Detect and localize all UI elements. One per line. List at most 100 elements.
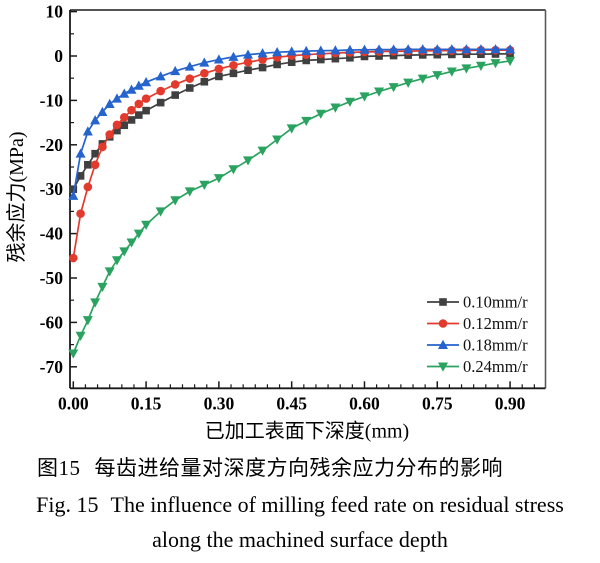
series-marker-0.10mm/r <box>120 121 129 130</box>
series-marker-0.24mm/r <box>155 207 166 217</box>
caption-chinese: 图15 每齿进给量对深度方向残余应力分布的影响 <box>0 452 570 482</box>
series-marker-0.18mm/r <box>133 80 144 90</box>
series-marker-0.12mm/r <box>170 80 180 89</box>
series-marker-0.24mm/r <box>344 97 355 107</box>
series-marker-0.18mm/r <box>359 44 370 54</box>
series-marker-0.18mm/r <box>330 45 341 55</box>
y-tick-label: -10 <box>40 90 64 110</box>
series-marker-0.24mm/r <box>432 71 443 81</box>
series-marker-0.18mm/r <box>104 98 115 108</box>
series-marker-0.18mm/r <box>461 44 472 54</box>
series-marker-0.12mm/r <box>214 64 224 74</box>
series-marker-0.10mm/r <box>127 116 136 124</box>
series-marker-0.24mm/r <box>505 56 516 67</box>
series-marker-0.12mm/r <box>156 86 165 96</box>
series-marker-0.24mm/r <box>75 331 86 341</box>
legend-label: 0.24mm/r <box>463 357 528 376</box>
series-marker-0.18mm/r <box>505 44 516 54</box>
legend-entry-0.12mm/r: 0.12mm/r <box>427 314 528 333</box>
caption-english-line1: Fig. 15 The influence of milling feed rat… <box>0 492 600 518</box>
series-0.18mm/r <box>68 44 516 200</box>
series-marker-0.24mm/r <box>403 78 414 88</box>
x-tick-label: 0.30 <box>204 393 235 413</box>
series-marker-0.12mm/r <box>76 209 85 218</box>
x-tick-label: 0.75 <box>422 393 453 413</box>
series-marker-0.12mm/r <box>200 69 209 78</box>
series-marker-0.18mm/r <box>97 106 108 116</box>
series-marker-0.18mm/r <box>315 45 326 55</box>
x-tick-label: 0.45 <box>276 393 307 413</box>
series-marker-0.18mm/r <box>417 44 428 54</box>
series-marker-0.18mm/r <box>111 93 122 103</box>
series-marker-0.10mm/r <box>229 69 238 78</box>
legend-label: 0.12mm/r <box>463 314 528 333</box>
series-marker-0.24mm/r <box>82 316 93 326</box>
series-marker-0.24mm/r <box>170 196 181 206</box>
caption-english-text: The influence of milling feed rate on re… <box>110 492 564 517</box>
series-marker-0.10mm/r <box>200 77 209 86</box>
y-tick-label: -20 <box>40 135 64 155</box>
series-marker-0.18mm/r <box>243 49 254 59</box>
caption-english-text2: along the machined surface depth <box>152 527 448 552</box>
chart-svg: 10 0 -10 -20 -30 -40 -50 -60 -70 0.00 0.15 0.30 0.45… <box>5 2 547 442</box>
series-marker-0.10mm/r <box>185 84 194 92</box>
x-tick-label: 0.15 <box>131 393 162 413</box>
series-line-0.18mm/r <box>72 48 511 197</box>
legend-marker-triangle-down-icon <box>438 362 448 372</box>
series-marker-0.10mm/r <box>244 66 252 75</box>
series-marker-0.24mm/r <box>213 174 224 184</box>
y-tick-label: -40 <box>40 224 64 244</box>
y-tick-label: -50 <box>40 268 64 288</box>
series-marker-0.18mm/r <box>155 71 166 81</box>
series-0.24mm/r <box>68 56 516 359</box>
series-marker-0.24mm/r <box>272 135 283 145</box>
series-marker-0.18mm/r <box>228 51 239 61</box>
series-marker-0.12mm/r <box>127 105 136 115</box>
series-marker-0.18mm/r <box>475 44 486 54</box>
y-axis-title: 残余应力(MPa) <box>5 131 28 262</box>
y-tick-label: 0 <box>54 46 63 66</box>
series-marker-0.10mm/r <box>375 52 383 60</box>
caption-chinese-label: 图15 <box>37 456 81 480</box>
x-tick-label: 0.60 <box>349 393 380 413</box>
series-marker-0.24mm/r <box>68 349 79 359</box>
legend: 0.10mm/r 0.12mm/r 0.18mm/r 0.24mm/r <box>427 293 528 376</box>
series-marker-0.10mm/r <box>273 60 281 69</box>
legend-entry-0.24mm/r: 0.24mm/r <box>427 357 528 376</box>
series-marker-0.24mm/r <box>199 180 210 190</box>
series-marker-0.18mm/r <box>184 61 195 71</box>
y-tick-label: -60 <box>40 312 64 332</box>
series-marker-0.18mm/r <box>68 190 79 200</box>
series-marker-0.24mm/r <box>446 67 457 77</box>
series-marker-0.24mm/r <box>359 92 370 102</box>
series-marker-0.12mm/r <box>83 182 93 192</box>
series-marker-0.18mm/r <box>403 44 414 54</box>
series-marker-0.12mm/r <box>243 57 253 67</box>
series-marker-0.10mm/r <box>317 55 325 64</box>
series-marker-0.18mm/r <box>141 76 152 87</box>
series-marker-0.18mm/r <box>119 88 130 98</box>
series-marker-0.24mm/r <box>126 238 137 248</box>
series-marker-0.10mm/r <box>69 185 78 193</box>
series-marker-0.10mm/r <box>215 72 223 81</box>
caption-english-label: Fig. 15 <box>36 492 99 517</box>
series-marker-0.18mm/r <box>126 84 137 94</box>
x-tick-label: 0.00 <box>58 393 89 413</box>
series-marker-0.24mm/r <box>228 165 239 175</box>
series-marker-0.10mm/r <box>156 98 165 107</box>
series-marker-0.24mm/r <box>119 247 130 257</box>
series-marker-0.18mm/r <box>170 65 181 76</box>
series-marker-0.24mm/r <box>111 256 122 266</box>
series-marker-0.12mm/r <box>229 61 238 70</box>
series-marker-0.18mm/r <box>257 48 268 58</box>
legend-marker-triangle-up-icon <box>438 339 448 349</box>
series-marker-0.24mm/r <box>417 74 428 84</box>
series-marker-0.12mm/r <box>134 99 144 109</box>
series-marker-0.10mm/r <box>258 63 267 72</box>
legend-entry-0.18mm/r: 0.18mm/r <box>427 336 528 355</box>
series-marker-0.10mm/r <box>171 91 180 99</box>
series-marker-0.10mm/r <box>360 52 369 61</box>
series-marker-0.10mm/r <box>76 172 85 180</box>
series-marker-0.18mm/r <box>213 54 224 64</box>
